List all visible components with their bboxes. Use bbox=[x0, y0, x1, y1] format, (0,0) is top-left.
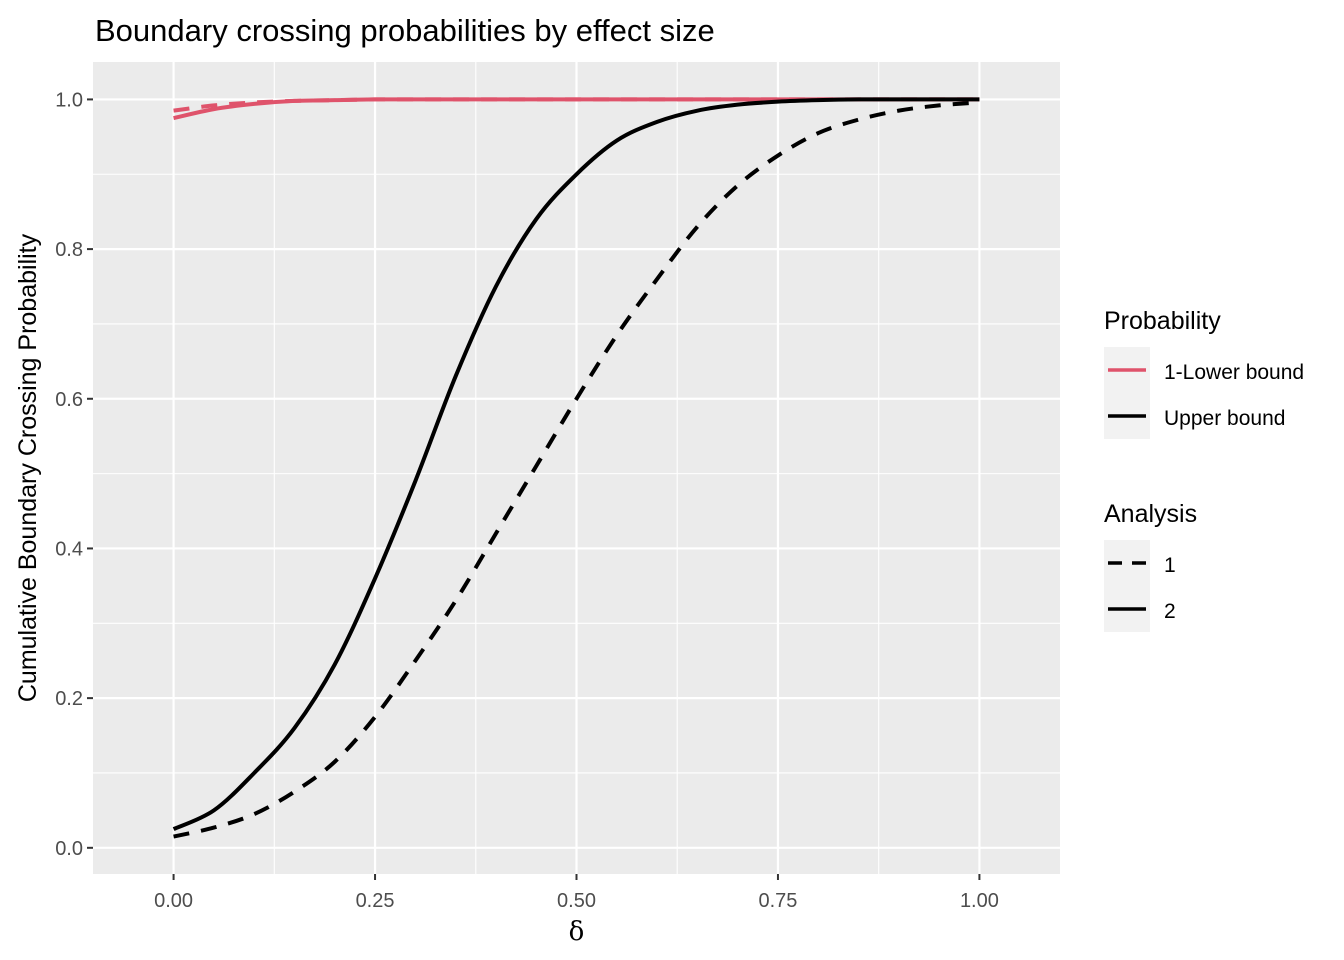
x-tick-label: 0.50 bbox=[557, 890, 596, 912]
upper-bound-analysis-1-line bbox=[173, 100, 980, 839]
x-tick-label: 0.25 bbox=[356, 890, 395, 912]
y-tick-label: 0.6 bbox=[55, 389, 83, 411]
legend-label-upper-bound: Upper bound bbox=[1164, 407, 1285, 430]
x-tick-label: 0.75 bbox=[758, 890, 797, 912]
y-axis-title: Cumulative Boundary Crossing Probability bbox=[14, 233, 42, 702]
series-lines bbox=[172, 97, 980, 839]
x-axis-ticks: 0.00 0.25 0.50 0.75 1.00 bbox=[154, 874, 999, 912]
legend-label-analysis-2: 2 bbox=[1164, 600, 1176, 623]
y-tick-label: 0.2 bbox=[55, 688, 83, 710]
y-axis-ticks: 0.0 0.2 0.4 0.6 0.8 1.0 bbox=[55, 89, 93, 860]
y-tick-label: 0.4 bbox=[55, 538, 83, 560]
legend-analysis-title: Analysis bbox=[1104, 500, 1197, 528]
x-tick-label: 1.00 bbox=[960, 890, 999, 912]
upper-bound-analysis-2-line bbox=[172, 97, 980, 831]
x-axis-title: δ bbox=[569, 917, 585, 947]
chart-title: Boundary crossing probabilities by effec… bbox=[95, 13, 715, 48]
legend-probability-title: Probability bbox=[1104, 307, 1221, 335]
y-tick-label: 0.8 bbox=[55, 239, 83, 261]
legend-label-analysis-1: 1 bbox=[1164, 554, 1176, 577]
legend-probability: Probability 1-Lower bound Upper bound bbox=[1104, 307, 1304, 439]
x-tick-label: 0.00 bbox=[154, 890, 193, 912]
y-tick-label: 1.0 bbox=[55, 89, 83, 111]
y-tick-label: 0.0 bbox=[55, 838, 83, 860]
legend-analysis: Analysis 1 2 bbox=[1104, 500, 1197, 632]
legend-label-lower-bound: 1-Lower bound bbox=[1164, 361, 1304, 384]
